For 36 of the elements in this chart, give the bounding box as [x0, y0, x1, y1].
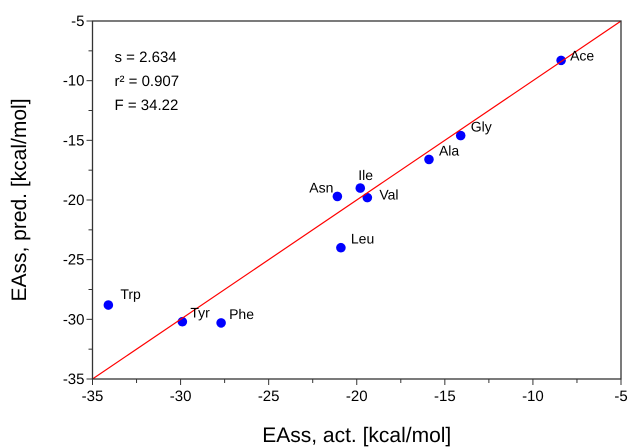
annotation: Ile: [358, 167, 374, 184]
annotation: Leu: [350, 230, 374, 247]
point: [355, 183, 366, 193]
x-tick-label: -30: [170, 388, 192, 405]
annotation: r² = 0.907: [114, 73, 180, 90]
point: [216, 318, 226, 328]
x-tick-label: -35: [82, 388, 104, 405]
point: [424, 154, 434, 164]
point: [332, 192, 342, 202]
y-tick-label: -35: [62, 371, 84, 388]
annotation: Ace: [570, 47, 594, 64]
y-tick-label: -30: [62, 311, 84, 328]
point: [456, 130, 466, 140]
annotation: Tyr: [190, 304, 210, 321]
y-tick-label: -15: [62, 132, 84, 150]
x-tick-label: -25: [258, 388, 280, 405]
y-tick-label: -10: [62, 72, 84, 90]
point: [104, 300, 114, 310]
x-axis-title: EAss, act. [kcal/mol]: [262, 424, 452, 447]
y-tick-label: -25: [62, 252, 84, 269]
annotation: Phe: [229, 306, 254, 322]
x-tick-label: -15: [434, 388, 456, 405]
x-tick-label: -5: [614, 388, 628, 405]
annotation: Val: [379, 186, 399, 203]
annotation: s = 2.634: [114, 49, 177, 66]
y-tick-label: -20: [62, 192, 84, 209]
annotation: F = 34.22: [114, 97, 178, 114]
annotation: Asn: [309, 179, 334, 196]
y-tick-label: -5: [71, 13, 84, 30]
x-tick-label: -20: [346, 388, 368, 405]
annotation: Ala: [438, 142, 460, 158]
annotation: Gly: [470, 118, 492, 135]
x-tick-label: -10: [522, 388, 544, 405]
annotation: Trp: [120, 286, 142, 302]
y-axis-title: EAss, pred. [kcal/mol]: [8, 98, 31, 302]
point: [336, 242, 346, 253]
